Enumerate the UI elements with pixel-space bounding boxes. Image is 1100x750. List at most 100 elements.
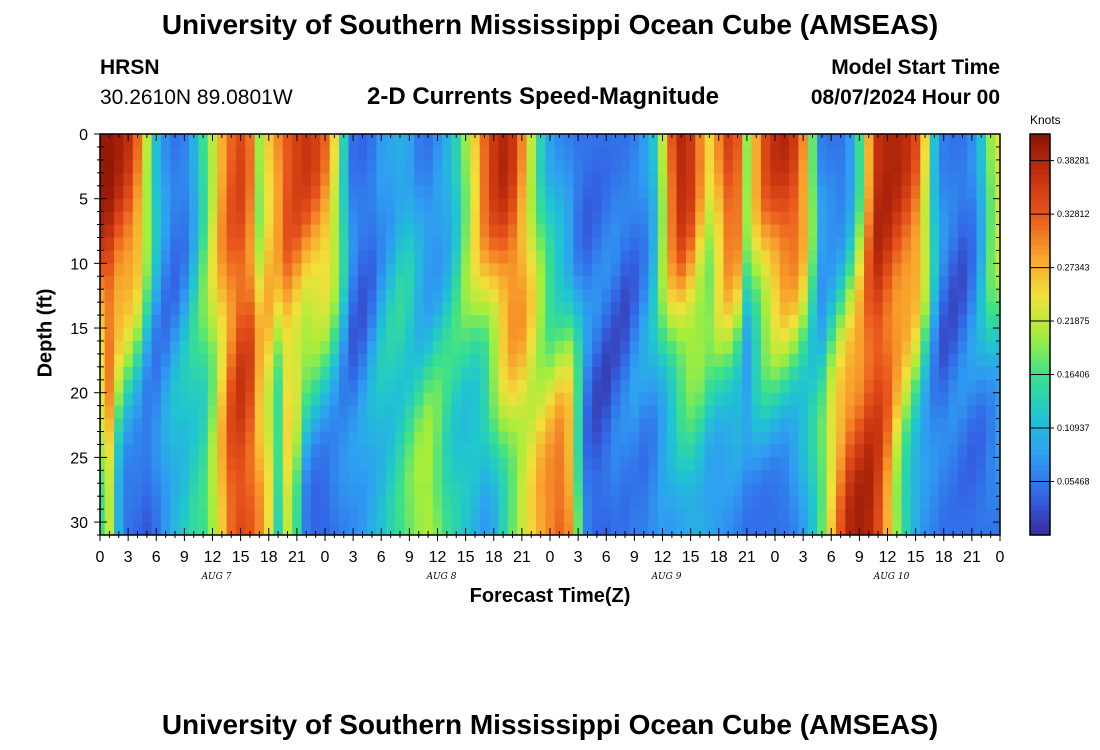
heatmap-cell	[395, 198, 406, 213]
heatmap-cell	[770, 185, 781, 200]
heatmap-cell	[967, 198, 978, 213]
heatmap-cell	[667, 237, 678, 252]
heatmap-cell	[507, 224, 518, 239]
heatmap-cell	[882, 276, 893, 290]
heatmap-cell	[198, 315, 209, 329]
heatmap-cell	[554, 159, 565, 174]
heatmap-cell	[489, 250, 500, 264]
heatmap-cell	[264, 224, 275, 239]
heatmap-cell	[957, 263, 968, 277]
heatmap-cell	[657, 185, 668, 200]
heatmap-cell	[939, 418, 950, 433]
heatmap-cell	[920, 431, 931, 446]
heatmap-cell	[995, 159, 1000, 174]
heatmap-cell	[198, 444, 209, 458]
heatmap-cell	[114, 353, 125, 368]
heatmap-cell	[807, 509, 818, 523]
heatmap-cell	[189, 392, 200, 407]
heatmap-cell	[620, 146, 631, 161]
heatmap-cell	[610, 263, 621, 277]
heatmap-cell	[695, 392, 706, 407]
heatmap-cell	[329, 172, 340, 187]
heatmap-cell	[770, 483, 781, 497]
heatmap-cell	[273, 315, 284, 329]
heatmap-cell	[751, 353, 762, 368]
heatmap-cell	[470, 302, 481, 316]
heatmap-cell	[592, 328, 603, 342]
y-tick-label: 10	[70, 256, 88, 273]
heatmap-cell	[826, 315, 837, 329]
heatmap-cell	[423, 328, 434, 342]
heatmap-cell	[995, 366, 1000, 381]
heatmap-cell	[114, 366, 125, 381]
heatmap-cell	[367, 522, 378, 535]
heatmap-cell	[535, 431, 546, 446]
heatmap-cell	[460, 509, 471, 523]
heatmap-cell	[151, 250, 162, 264]
x-tick-label: 3	[124, 549, 133, 566]
heatmap-cell	[939, 302, 950, 316]
heatmap-cell	[198, 470, 209, 484]
heatmap-cell	[535, 159, 546, 174]
heatmap-cell	[451, 509, 462, 523]
heatmap-cell	[207, 289, 218, 303]
heatmap-cell	[132, 315, 143, 329]
heatmap-cell	[292, 172, 303, 187]
heatmap-cell	[573, 366, 584, 381]
heatmap-cell	[845, 431, 856, 446]
heatmap-cell	[798, 444, 809, 458]
heatmap-cell	[704, 470, 715, 484]
heatmap-cell	[676, 353, 687, 368]
heatmap-cell	[629, 328, 640, 342]
heatmap-cell	[723, 315, 734, 329]
heatmap-cell	[854, 431, 865, 446]
heatmap-cell	[648, 211, 659, 226]
heatmap-cell	[385, 289, 396, 303]
heatmap-cell	[132, 172, 143, 187]
heatmap-cell	[432, 146, 443, 161]
heatmap-cell	[385, 250, 396, 264]
heatmap-cell	[100, 224, 106, 239]
heatmap-cell	[845, 289, 856, 303]
heatmap-cell	[648, 198, 659, 213]
x-tick-label: 12	[204, 549, 222, 566]
heatmap-cell	[132, 276, 143, 290]
heatmap-cell	[100, 340, 106, 355]
heatmap-cell	[704, 263, 715, 277]
heatmap-cell	[929, 522, 940, 535]
heatmap-cell	[873, 444, 884, 458]
heatmap-cell	[498, 172, 509, 187]
heatmap-cell	[489, 185, 500, 200]
heatmap-cell	[639, 392, 650, 407]
heatmap-cell	[957, 405, 968, 420]
heatmap-cell	[160, 522, 171, 535]
heatmap-cell	[507, 198, 518, 213]
heatmap-cell	[732, 250, 743, 264]
heatmap-cell	[301, 405, 312, 420]
heatmap-cell	[404, 379, 415, 394]
heatmap-cell	[376, 224, 387, 239]
heatmap-cell	[479, 340, 490, 355]
heatmap-cell	[882, 457, 893, 471]
heatmap-cell	[892, 431, 903, 446]
heatmap-cell	[507, 496, 518, 510]
heatmap-cell	[845, 198, 856, 213]
heatmap-cell	[104, 353, 115, 368]
heatmap-cell	[751, 522, 762, 535]
heatmap-cell	[920, 302, 931, 316]
heatmap-cell	[535, 134, 546, 148]
heatmap-cell	[526, 405, 537, 420]
heatmap-cell	[948, 444, 959, 458]
heatmap-cell	[639, 457, 650, 471]
colorbar-swatch	[1030, 419, 1050, 426]
heatmap-cell	[104, 315, 115, 329]
heatmap-cell	[198, 302, 209, 316]
heatmap-cell	[779, 457, 790, 471]
heatmap-cell	[292, 366, 303, 381]
heatmap-cell	[423, 172, 434, 187]
heatmap-cell	[301, 224, 312, 239]
heatmap-cell	[535, 366, 546, 381]
heatmap-cell	[582, 483, 593, 497]
heatmap-cell	[770, 340, 781, 355]
heatmap-cell	[685, 418, 696, 433]
